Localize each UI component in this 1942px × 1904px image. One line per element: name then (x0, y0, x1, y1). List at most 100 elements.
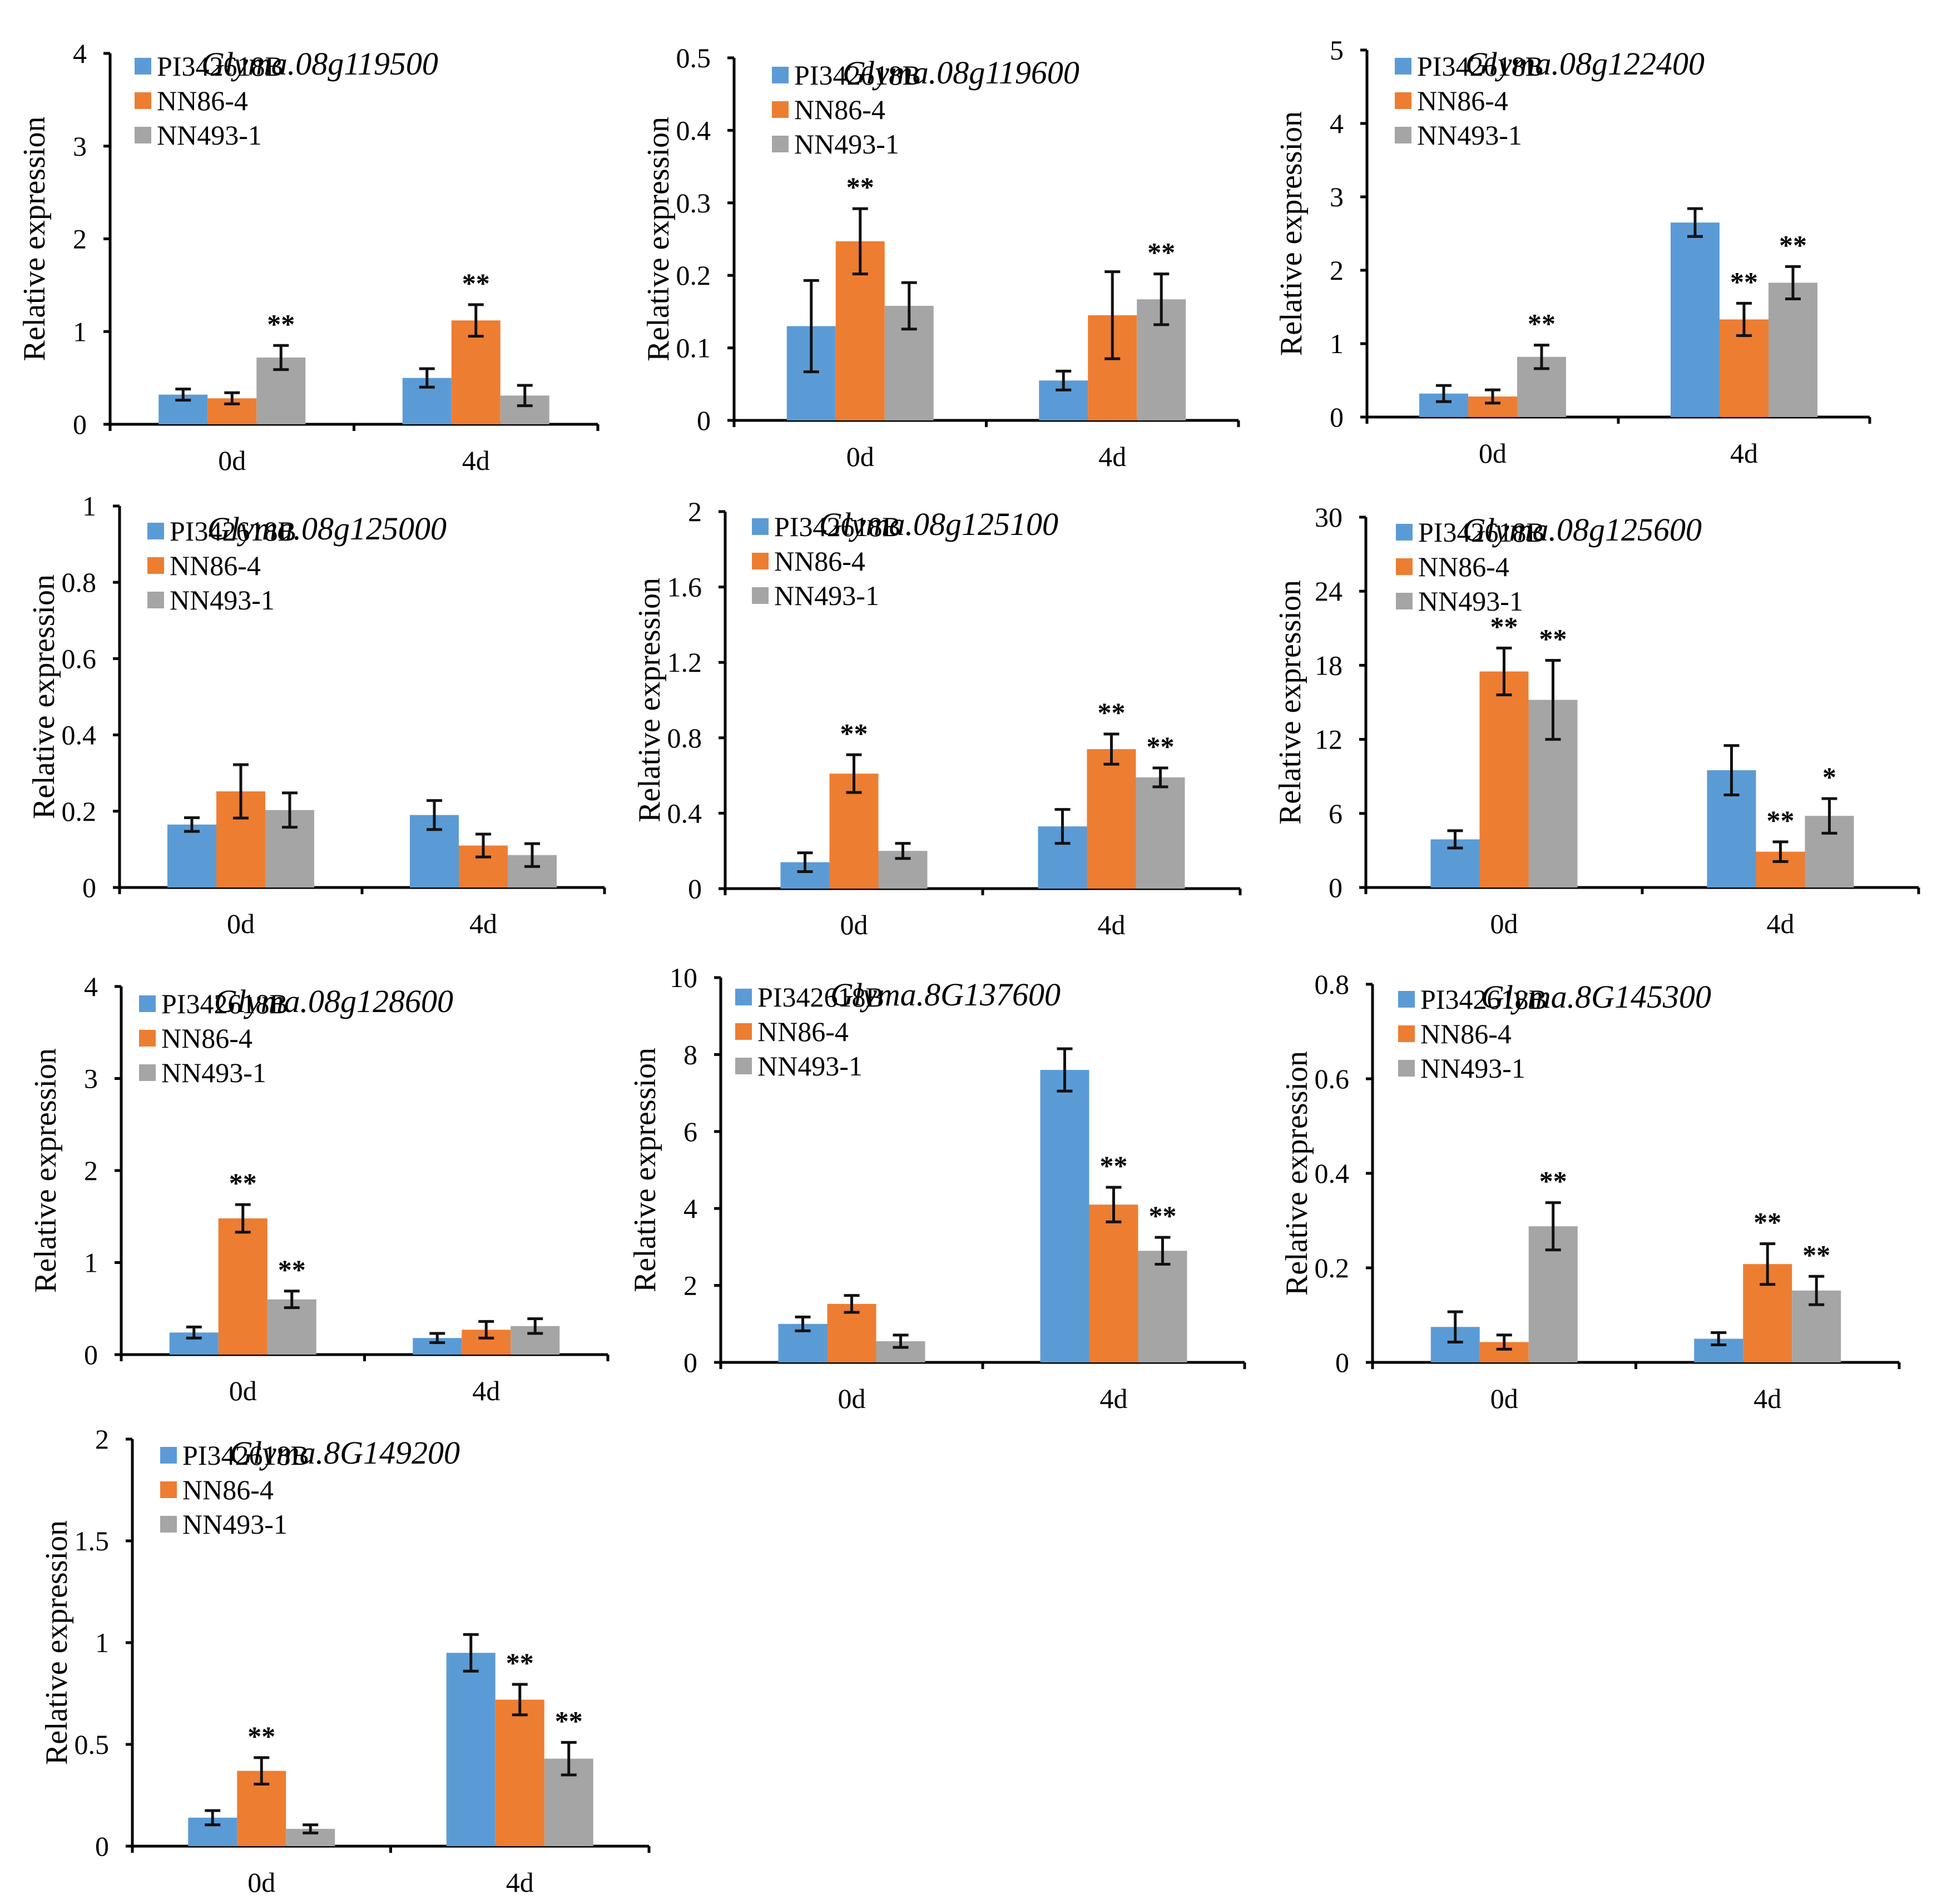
significance-mark: ** (555, 1705, 583, 1736)
y-tick-label: 0 (688, 873, 702, 904)
category-label: 4d (462, 445, 490, 476)
category-label: 0d (227, 908, 255, 939)
y-tick-label: 0.2 (62, 796, 97, 827)
bar-NN493-1-4d (1136, 777, 1185, 889)
legend-label: PI342618B (794, 60, 921, 91)
legend-label: NN493-1 (757, 1050, 863, 1082)
chart-title: Glyma.08g125600 (1463, 512, 1702, 548)
legend-label: NN86-4 (161, 1023, 252, 1054)
legend-label: NN86-4 (774, 546, 865, 577)
category-label: 0d (838, 1383, 866, 1414)
category-label: 4d (506, 1867, 534, 1898)
significance-mark: ** (462, 267, 490, 299)
legend-label: NN86-4 (170, 550, 261, 581)
y-tick-label: 4 (1330, 108, 1344, 139)
legend-swatch-NN493-1 (1396, 593, 1413, 609)
y-tick-label: 0.6 (62, 643, 97, 674)
y-tick-label: 0.8 (1315, 969, 1350, 1000)
legend-swatch-PI342618B (147, 523, 164, 539)
chart-panel-10: 0 0.5 1 1.5 2 Relative expression 0d ** 4d ** ** PI… (39, 1424, 651, 1898)
y-tick-label: 8 (683, 1039, 697, 1070)
y-tick-label: 1 (1330, 328, 1344, 359)
category-label: 0d (247, 1867, 275, 1898)
legend-swatch-PI342618B (139, 995, 156, 1012)
y-tick-label: 5 (1330, 34, 1344, 66)
legend-swatch-NN86-4 (139, 1030, 156, 1047)
significance-mark: ** (1753, 1207, 1781, 1238)
y-tick-label: 4 (683, 1193, 697, 1224)
y-axis-title: Relative expression (632, 578, 667, 822)
legend-swatch-PI342618B (1398, 991, 1415, 1008)
significance-mark: ** (247, 1720, 275, 1752)
y-tick-label: 0.4 (676, 115, 711, 146)
category-label: 4d (1100, 1383, 1128, 1414)
y-axis-title: Relative expression (27, 574, 61, 819)
legend-label: PI342618B (182, 1440, 309, 1471)
y-tick-label: 0 (1330, 401, 1344, 433)
chart-panel-1: 0 1 2 3 4 Relative expression 0d ** 4d ** PI342618… (17, 38, 600, 476)
legend-label: PI342618B (1418, 517, 1545, 548)
chart-title: Glyma.08g122400 (1465, 46, 1705, 82)
significance-mark: ** (1149, 1200, 1177, 1231)
chart-panel-8: 0 2 4 6 8 10 Relative expression 0d 4d ** ** PI3426… (628, 962, 1246, 1414)
chart-title: Glyma.08g128600 (214, 983, 453, 1019)
y-tick-label: 1 (73, 316, 87, 347)
bar-NN493-1-4d (1138, 1251, 1187, 1362)
y-tick-label: 0.8 (667, 722, 702, 753)
legend-swatch-NN86-4 (772, 101, 789, 118)
legend-label: PI342618B (170, 515, 296, 547)
category-label: 4d (1098, 909, 1126, 940)
significance-mark: ** (1490, 611, 1518, 642)
y-tick-label: 0 (84, 1339, 98, 1370)
bar-NN86-4-4d (495, 1699, 544, 1846)
chart-panel-9: 0 0.2 0.4 0.6 0.8 Relative expression 0d ** 4d **… (1280, 969, 1901, 1414)
y-tick-label: 0 (95, 1831, 109, 1862)
legend-label: PI342618B (157, 51, 284, 82)
legend-label: NN493-1 (1418, 586, 1523, 617)
y-tick-label: 1 (82, 490, 96, 522)
legend-label: PI342618B (161, 988, 288, 1019)
legend-swatch-NN86-4 (1395, 92, 1411, 109)
y-tick-label: 0.3 (676, 187, 711, 219)
category-label: 0d (840, 909, 868, 940)
y-tick-label: 0.1 (676, 333, 711, 364)
y-axis-title: Relative expression (28, 1048, 63, 1293)
y-axis-title: Relative expression (39, 1520, 74, 1765)
y-tick-label: 6 (1329, 798, 1342, 829)
legend-swatch-PI342618B (160, 1447, 177, 1464)
significance-mark: ** (1779, 229, 1807, 260)
significance-mark: ** (1730, 266, 1758, 297)
y-tick-label: 0 (73, 409, 87, 440)
legend-swatch-NN493-1 (735, 1058, 752, 1074)
category-label: 4d (1730, 438, 1758, 469)
legend-label: NN493-1 (794, 128, 899, 160)
legend-swatch-PI342618B (735, 989, 752, 1005)
legend-label: NN493-1 (161, 1057, 266, 1088)
chart-title: Glyma.8G137600 (830, 976, 1061, 1013)
y-tick-label: 0 (82, 872, 96, 903)
y-axis-title: Relative expression (1280, 1051, 1314, 1296)
bar-PI342618B-4d (446, 1653, 496, 1846)
bar-NN86-4-4d (1087, 749, 1136, 889)
chart-panel-3: 0 1 2 3 4 5 Relative expression 0d ** 4d ** ** PI342… (1274, 34, 1871, 469)
legend-swatch-NN86-4 (135, 92, 151, 109)
significance-mark: ** (1539, 623, 1567, 654)
legend-swatch-NN493-1 (160, 1516, 177, 1533)
y-tick-label: 4 (84, 971, 98, 1002)
category-label: 0d (1479, 438, 1507, 469)
chart-title: Glyma.8G145300 (1481, 979, 1711, 1015)
y-tick-label: 12 (1315, 724, 1342, 755)
y-tick-label: 0.2 (1315, 1252, 1350, 1283)
significance-mark: ** (840, 717, 868, 748)
y-tick-label: 0.4 (667, 797, 702, 829)
y-tick-label: 3 (1330, 181, 1344, 212)
bar-NN86-4-4d (1089, 1204, 1138, 1362)
y-tick-label: 1.5 (75, 1525, 110, 1556)
legend-swatch-NN86-4 (735, 1023, 752, 1040)
significance-mark: ** (1147, 237, 1175, 268)
significance-mark: ** (1539, 1166, 1567, 1197)
legend-label: PI342618B (1417, 51, 1544, 82)
category-label: 0d (218, 445, 246, 476)
y-tick-label: 4 (73, 38, 87, 69)
